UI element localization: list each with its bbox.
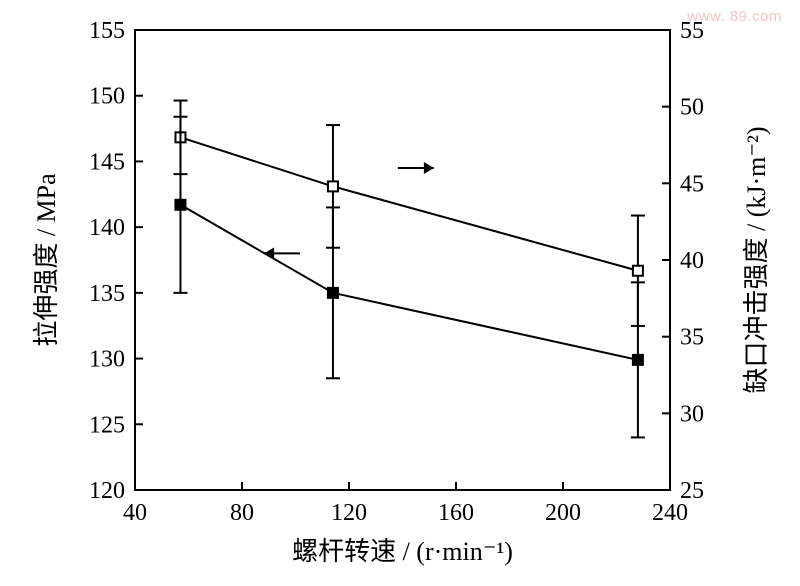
svg-text:35: 35 — [680, 325, 704, 351]
svg-text:30: 30 — [680, 401, 704, 427]
svg-text:25: 25 — [680, 478, 704, 504]
svg-text:125: 125 — [89, 412, 125, 438]
svg-text:145: 145 — [89, 149, 125, 175]
chart-container: www. 89.com 4080120160200240120125130135… — [0, 0, 800, 586]
dual-axis-line-chart: 4080120160200240120125130135140145150155… — [0, 0, 800, 586]
svg-text:130: 130 — [89, 347, 125, 373]
svg-text:120: 120 — [331, 500, 367, 526]
svg-text:50: 50 — [680, 95, 704, 121]
svg-text:螺杆转速 / (r·min⁻¹): 螺杆转速 / (r·min⁻¹) — [292, 537, 513, 566]
svg-text:40: 40 — [680, 248, 704, 274]
svg-text:缺口冲击强度 / (kJ·m⁻²): 缺口冲击强度 / (kJ·m⁻²) — [742, 126, 771, 393]
svg-text:80: 80 — [230, 500, 254, 526]
watermark-text: www. 89.com — [687, 8, 782, 25]
svg-text:120: 120 — [89, 478, 125, 504]
svg-text:40: 40 — [123, 500, 147, 526]
svg-text:200: 200 — [545, 500, 581, 526]
svg-text:160: 160 — [438, 500, 474, 526]
svg-text:45: 45 — [680, 171, 704, 197]
svg-text:140: 140 — [89, 215, 125, 241]
svg-text:135: 135 — [89, 281, 125, 307]
svg-text:拉伸强度 / MPa: 拉伸强度 / MPa — [32, 173, 61, 347]
svg-text:150: 150 — [89, 84, 125, 110]
svg-text:155: 155 — [89, 18, 125, 44]
